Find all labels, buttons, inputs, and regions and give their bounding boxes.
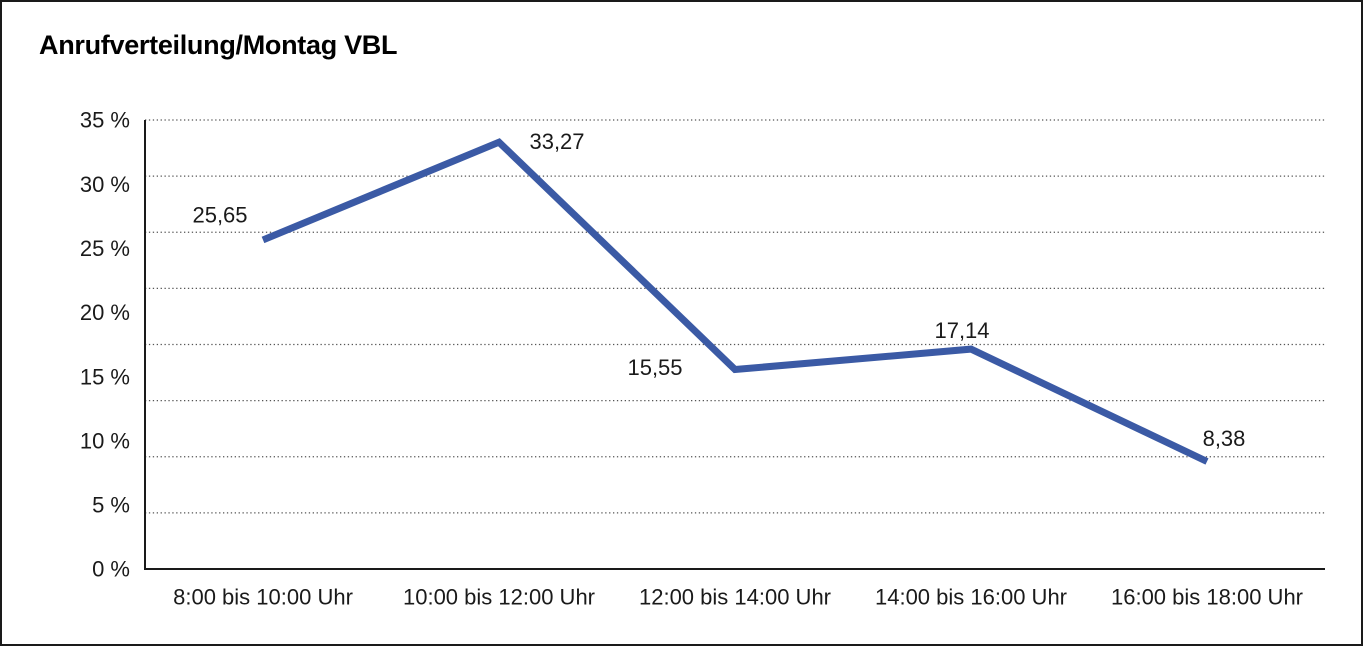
y-tick-label: 30 %: [80, 172, 130, 197]
data-label: 33,27: [529, 129, 584, 154]
data-label: 15,55: [627, 355, 682, 380]
y-tick-label: 35 %: [80, 108, 130, 133]
y-tick-label: 0 %: [92, 557, 130, 582]
y-tick-label: 25 %: [80, 236, 130, 261]
data-label: 17,14: [934, 318, 989, 343]
x-category-label: 16:00 bis 18:00 Uhr: [1111, 585, 1303, 610]
chart-title: Anrufverteilung/Montag VBL: [39, 30, 398, 60]
y-tick-label: 15 %: [80, 364, 130, 389]
y-tick-label: 20 %: [80, 300, 130, 325]
x-category-label: 12:00 bis 14:00 Uhr: [639, 585, 831, 610]
data-label: 8,38: [1203, 426, 1246, 451]
series-line: [261, 138, 1209, 465]
x-category-label: 10:00 bis 12:00 Uhr: [403, 585, 595, 610]
x-category-label: 14:00 bis 16:00 Uhr: [875, 585, 1067, 610]
y-tick-label: 10 %: [80, 428, 130, 453]
y-tick-label: 5 %: [92, 493, 130, 518]
data-label: 25,65: [192, 203, 247, 228]
x-category-label: 8:00 bis 10:00 Uhr: [173, 585, 353, 610]
